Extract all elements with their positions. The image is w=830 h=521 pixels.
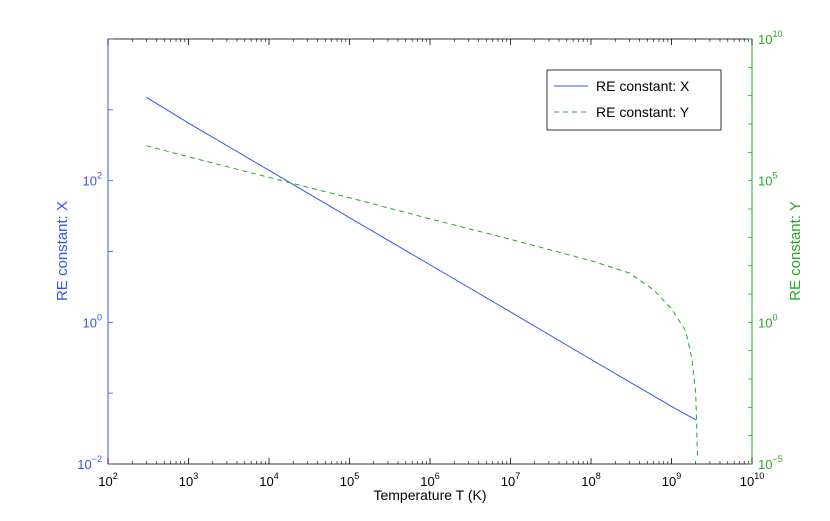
right-y-tick-label: 1010 — [758, 29, 782, 47]
x-tick-label: 102 — [98, 471, 117, 489]
right-y-axis-label: RE constant: Y — [787, 201, 804, 301]
right-y-axis-ticks: 10−5 100 105 1010 — [748, 29, 783, 472]
legend-label-x: RE constant: X — [596, 78, 690, 94]
x-tick-label: 107 — [501, 471, 520, 489]
x-axis-ticks: 102 103 104 105 106 107 108 109 1010 — [98, 39, 764, 489]
left-y-tick-label: 100 — [83, 312, 102, 330]
right-y-tick-label: 100 — [758, 312, 777, 330]
legend-box — [546, 69, 722, 131]
x-tick-label: 1010 — [740, 471, 764, 489]
left-y-axis-label: RE constant: X — [54, 201, 71, 301]
x-tick-label: 108 — [581, 471, 600, 489]
x-tick-label: 106 — [420, 471, 439, 489]
left-y-tick-label: 10−2 — [77, 454, 102, 472]
right-y-tick-label: 10−5 — [758, 454, 783, 472]
x-tick-label: 109 — [662, 471, 681, 489]
right-y-tick-label: 105 — [758, 171, 777, 189]
left-y-tick-label: 102 — [83, 171, 102, 189]
x-axis-label: Temperature T (K) — [373, 487, 486, 503]
series-layer — [146, 96, 698, 456]
left-y-axis-ticks: 10−2 100 102 — [77, 38, 113, 472]
series-line-y — [146, 145, 698, 456]
series-line-x — [146, 96, 696, 421]
x-tick-label: 103 — [179, 471, 198, 489]
legend: RE constant: X RE constant: Y — [546, 69, 722, 131]
x-tick-label: 105 — [340, 471, 359, 489]
x-tick-label: 104 — [259, 471, 278, 489]
legend-label-y: RE constant: Y — [596, 104, 690, 120]
